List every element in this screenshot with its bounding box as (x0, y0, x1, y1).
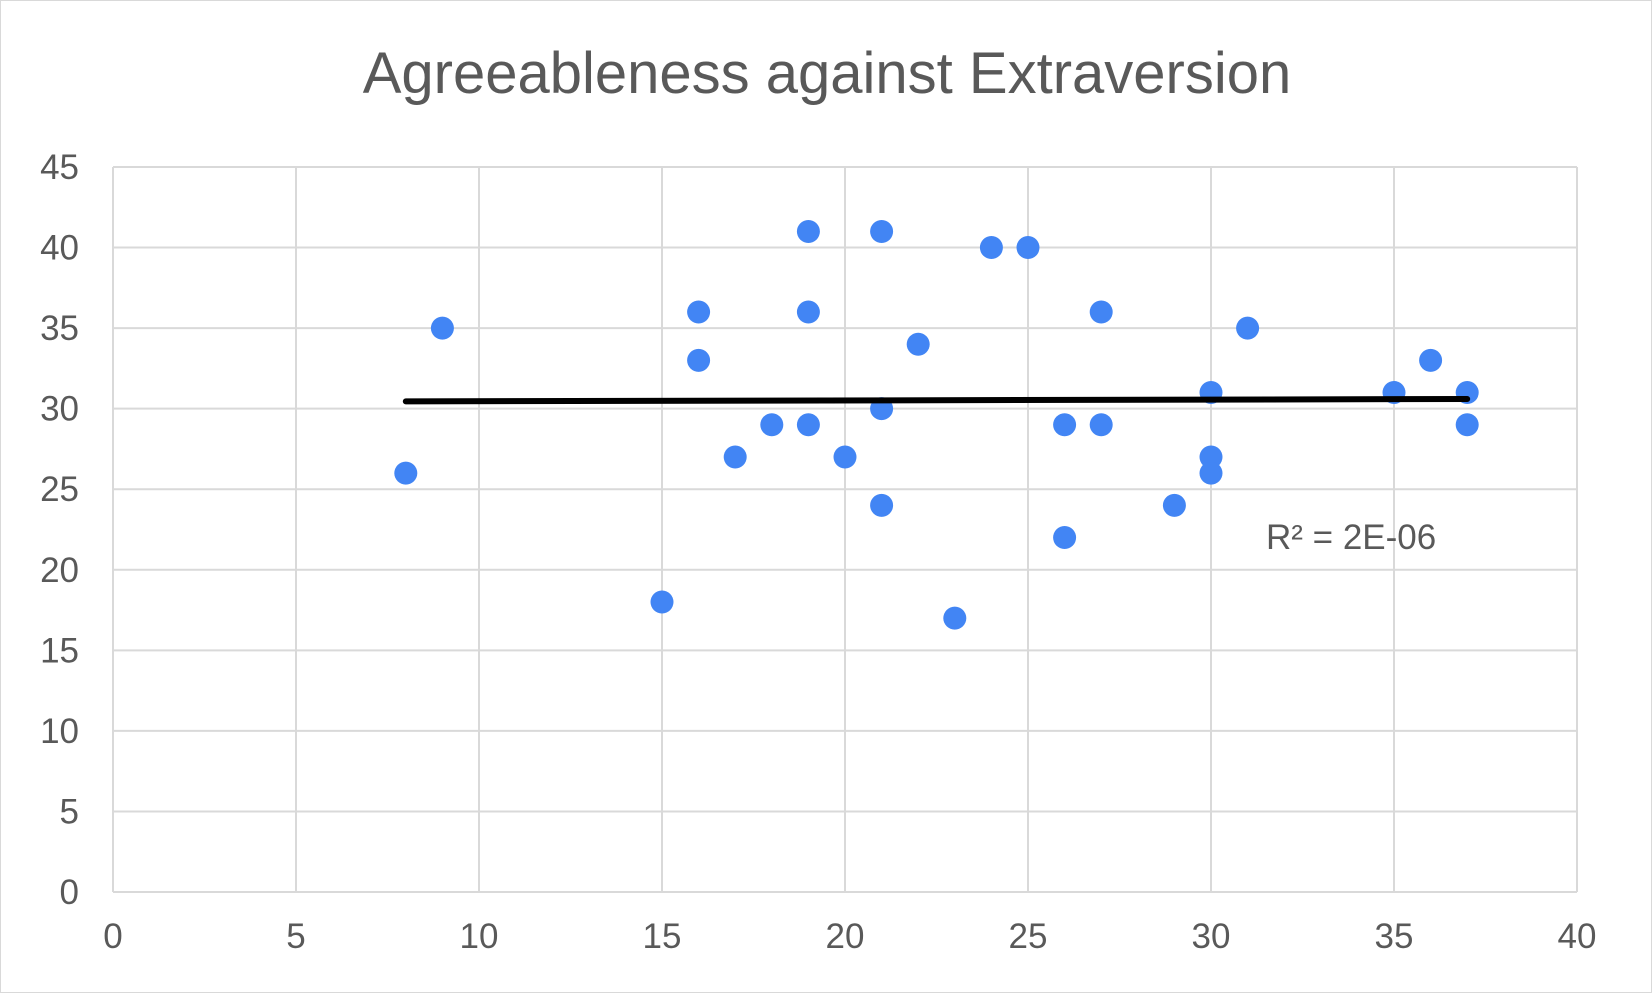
y-tick-label: 0 (60, 873, 79, 912)
data-point (650, 590, 674, 614)
x-tick-label: 10 (460, 917, 499, 956)
y-tick-label: 10 (40, 712, 79, 751)
data-point (394, 461, 418, 485)
data-point (430, 316, 454, 340)
data-point (1089, 300, 1113, 324)
data-point (687, 300, 711, 324)
data-point (687, 348, 711, 372)
data-point (1455, 413, 1479, 437)
data-point (1053, 413, 1077, 437)
data-point (943, 606, 967, 630)
chart-title: Agreeableness against Extraversion (363, 41, 1292, 106)
x-tick-label: 30 (1192, 917, 1231, 956)
x-tick-label: 25 (1009, 917, 1048, 956)
data-point (1016, 236, 1040, 260)
x-tick-label: 0 (103, 917, 122, 956)
data-point (906, 332, 930, 356)
data-point (1089, 413, 1113, 437)
y-tick-label: 5 (60, 792, 79, 831)
y-tick-label: 15 (40, 631, 79, 670)
r-squared-label: R² = 2E-06 (1266, 518, 1436, 557)
y-tick-label: 20 (40, 551, 79, 590)
data-point (1199, 445, 1223, 469)
data-point (870, 219, 894, 243)
y-tick-label: 25 (40, 470, 79, 509)
data-point (796, 300, 820, 324)
data-point (1419, 348, 1443, 372)
data-point (760, 413, 784, 437)
y-tick-label: 45 (40, 148, 79, 187)
tick-labels: 0 5 10 15 20 25 30 35 40 0 5 10 15 20 25 30 35 40 45 (40, 148, 1596, 956)
y-tick-label: 40 (40, 229, 79, 268)
data-point (1053, 526, 1077, 550)
x-tick-label: 15 (643, 917, 682, 956)
data-point (833, 445, 857, 469)
trendline-layer (402, 396, 1471, 405)
x-tick-label: 20 (826, 917, 865, 956)
data-point (1199, 461, 1223, 485)
x-tick-label: 5 (286, 917, 305, 956)
trendline (402, 396, 1471, 405)
y-tick-label: 30 (40, 390, 79, 429)
data-point (796, 413, 820, 437)
data-point (796, 219, 820, 243)
y-tick-label: 35 (40, 309, 79, 348)
x-tick-label: 35 (1375, 917, 1414, 956)
data-points (394, 219, 1479, 630)
data-point (1236, 316, 1260, 340)
gridlines (112, 166, 1578, 893)
data-point (870, 493, 894, 517)
data-point (723, 445, 747, 469)
data-point (979, 236, 1003, 260)
data-point (1162, 493, 1186, 517)
x-tick-label: 40 (1558, 917, 1597, 956)
